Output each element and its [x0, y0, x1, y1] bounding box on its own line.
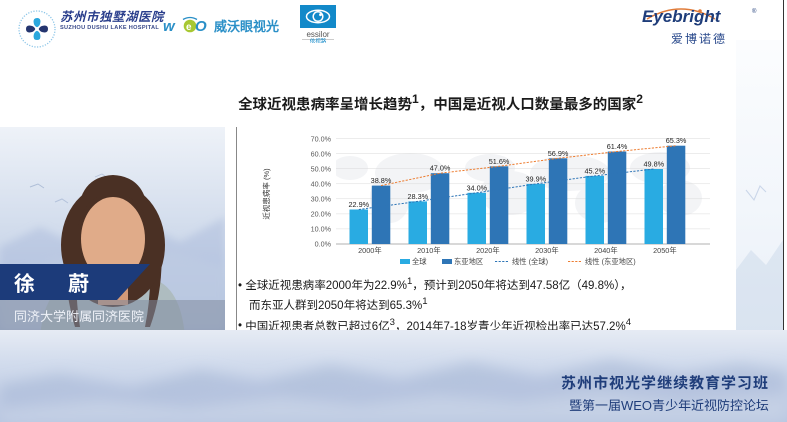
svg-text:45.2%: 45.2%	[584, 166, 605, 175]
svg-text:全球: 全球	[412, 257, 427, 266]
svg-text:2030年: 2030年	[535, 246, 559, 255]
svg-text:22.9%: 22.9%	[348, 200, 369, 209]
svg-text:60.0%: 60.0%	[311, 149, 332, 158]
svg-text:线性 (东亚地区): 线性 (东亚地区)	[585, 257, 636, 266]
svg-text:40.0%: 40.0%	[311, 180, 332, 189]
svg-text:51.6%: 51.6%	[489, 157, 510, 166]
svg-text:w: w	[163, 18, 176, 35]
svg-text:61.4%: 61.4%	[607, 142, 628, 151]
svg-text:近视患病率 (%): 近视患病率 (%)	[261, 168, 271, 220]
svg-text:®: ®	[752, 8, 757, 15]
svg-text:2020年: 2020年	[476, 246, 500, 255]
svg-text:56.9%: 56.9%	[548, 149, 569, 158]
svg-text:70.0%: 70.0%	[311, 134, 332, 143]
svg-text:38.8%: 38.8%	[371, 176, 392, 185]
svg-text:49.8%: 49.8%	[643, 160, 664, 169]
svg-text:47.0%: 47.0%	[430, 164, 451, 173]
svg-text:34.0%: 34.0%	[466, 183, 487, 192]
svg-text:65.3%: 65.3%	[666, 136, 687, 145]
svg-text:30.0%: 30.0%	[311, 195, 332, 204]
svg-text:0.0%: 0.0%	[315, 240, 332, 249]
svg-text:2010年: 2010年	[417, 246, 441, 255]
svg-text:28.3%: 28.3%	[407, 192, 428, 201]
svg-text:Eyebright: Eyebright	[642, 7, 722, 26]
svg-text:50.0%: 50.0%	[311, 164, 332, 173]
svg-text:东亚地区: 东亚地区	[454, 257, 483, 266]
svg-text:10.0%: 10.0%	[311, 225, 332, 234]
svg-text:威沃眼视光: 威沃眼视光	[214, 19, 279, 34]
svg-text:O: O	[195, 18, 207, 35]
svg-text:20.0%: 20.0%	[311, 210, 332, 219]
svg-text:39.9%: 39.9%	[525, 174, 546, 183]
svg-text:2000年: 2000年	[358, 246, 382, 255]
svg-text:线性 (全球): 线性 (全球)	[512, 257, 548, 266]
svg-text:2040年: 2040年	[594, 246, 618, 255]
svg-text:essilor: essilor	[306, 30, 329, 39]
svg-text:e: e	[186, 22, 192, 33]
svg-text:2050年: 2050年	[653, 246, 677, 255]
